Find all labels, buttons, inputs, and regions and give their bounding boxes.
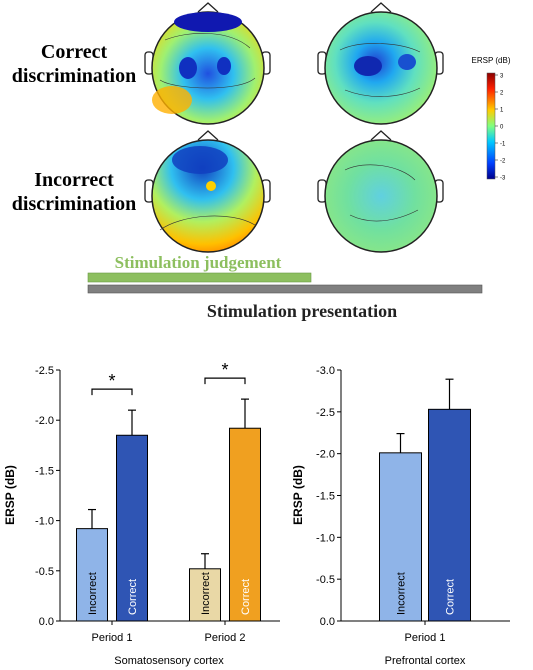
bar (428, 408, 471, 622)
colorbar (486, 72, 496, 180)
colorbar-tick-label: 3 (500, 74, 504, 80)
colorbar-tick-label: -2 (500, 159, 506, 165)
bar-label: Incorrect (396, 572, 408, 615)
bar-label: Correct (240, 579, 252, 615)
bar (189, 568, 221, 622)
chart2-ylabel: ERSP (dB) (291, 465, 305, 525)
colorbar-tick-label: 1 (500, 108, 504, 114)
chart1-xlabel: Somatosensory cortex (114, 655, 224, 667)
topomap-incorrect-2 (317, 130, 444, 253)
significance-marker: * (108, 371, 115, 391)
colorbar-tick-label: -1 (500, 142, 506, 148)
bar-label: Incorrect (87, 572, 99, 615)
y-tick-label: -2.0 (316, 449, 335, 461)
judgement-label: Stimulation judgement (115, 253, 282, 272)
bar (229, 427, 261, 622)
colorbar-tick-label: 2 (500, 91, 504, 97)
chart-somatosensory: ERSP (dB) 0.0 -0.5 -1.0 -1.5 -2.0 -2.5 Period … (3, 360, 280, 667)
presentation-label: Stimulation presentation (207, 301, 397, 321)
chart2-xlabel: Prefrontal cortex (385, 655, 466, 667)
y-tick-label: -1.0 (35, 516, 54, 528)
colorbar-title: ERSP (dB) (472, 56, 511, 65)
significance-bracket (91, 388, 133, 396)
x-tick-label: Period 2 (205, 632, 246, 644)
bar-label: Correct (445, 579, 457, 615)
colorbar-tick-label: -3 (500, 176, 506, 182)
topomap-incorrect-1 (144, 130, 271, 253)
significance-bracket (204, 377, 246, 385)
y-tick-label: -0.5 (35, 566, 54, 578)
y-tick-label: 0.0 (320, 616, 335, 628)
row-label-incorrect-2: discrimination (12, 193, 136, 215)
significance-marker: * (221, 360, 228, 380)
x-tick-label: Period 1 (405, 632, 446, 644)
y-tick-label: -1.0 (316, 532, 335, 544)
bar (379, 452, 422, 622)
topomap-correct-2 (317, 2, 444, 125)
y-tick-label: -3.0 (316, 365, 335, 377)
row-label-correct-1: Correct (41, 41, 108, 63)
y-tick-label: -2.5 (35, 365, 54, 377)
row-label-correct-2: discrimination (12, 65, 136, 87)
y-tick-label: -0.5 (316, 574, 335, 586)
y-tick-label: -1.5 (35, 465, 54, 477)
row-label-incorrect-1: Incorrect (34, 169, 114, 191)
chart-prefrontal: ERSP (dB) 0.0 -0.5 -1.0 -1.5 -2.0 -2.5 -3.0 Per… (291, 365, 510, 667)
presentation-bar (87, 284, 483, 294)
y-tick-label: 0.0 (39, 616, 54, 628)
bar-label: Correct (127, 579, 139, 615)
colorbar-tick-label: 0 (500, 125, 504, 131)
y-tick-label: -1.5 (316, 491, 335, 503)
bar-label: Incorrect (200, 572, 212, 615)
chart1-ylabel: ERSP (dB) (3, 465, 17, 525)
x-tick-label: Period 1 (92, 632, 133, 644)
judgement-bar (87, 272, 312, 283)
y-tick-label: -2.0 (35, 415, 54, 427)
topomap-correct-1 (144, 2, 271, 125)
bar (76, 528, 108, 622)
y-tick-label: -2.5 (316, 407, 335, 419)
